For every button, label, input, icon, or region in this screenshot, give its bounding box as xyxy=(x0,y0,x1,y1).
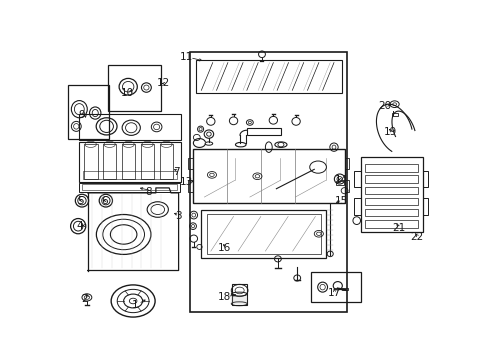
Text: 8: 8 xyxy=(144,186,151,197)
Bar xyxy=(344,180,348,192)
Text: 14: 14 xyxy=(334,175,347,185)
Text: 12: 12 xyxy=(157,77,170,87)
Text: 4: 4 xyxy=(77,221,83,231)
Bar xyxy=(188,180,193,192)
Bar xyxy=(246,128,280,135)
Bar xyxy=(311,272,360,302)
Bar xyxy=(360,157,422,232)
Bar xyxy=(159,144,173,179)
Bar xyxy=(365,209,418,216)
Text: 13: 13 xyxy=(179,177,192,187)
Text: 10: 10 xyxy=(121,88,134,98)
Text: 21: 21 xyxy=(391,222,404,233)
Bar xyxy=(353,171,360,187)
Bar xyxy=(79,183,180,192)
Bar xyxy=(84,144,97,179)
Text: 3: 3 xyxy=(175,211,182,221)
Bar xyxy=(82,184,176,190)
Bar xyxy=(79,114,181,140)
Bar xyxy=(391,113,397,116)
Text: 20: 20 xyxy=(378,100,391,111)
Bar xyxy=(232,284,246,305)
Text: 22: 22 xyxy=(410,232,423,242)
Bar xyxy=(83,171,177,179)
Text: 9: 9 xyxy=(79,110,85,120)
Bar xyxy=(365,164,418,172)
Bar xyxy=(344,158,348,169)
Bar xyxy=(79,141,181,182)
Bar xyxy=(422,198,427,215)
Text: 5: 5 xyxy=(77,196,83,206)
Bar xyxy=(195,60,341,93)
Bar xyxy=(365,175,418,183)
Bar xyxy=(188,158,193,169)
Bar xyxy=(341,288,347,291)
Text: 18: 18 xyxy=(217,292,230,302)
Bar xyxy=(68,85,109,139)
Text: 11: 11 xyxy=(179,52,192,62)
Bar xyxy=(141,144,154,179)
Bar xyxy=(193,149,344,203)
Text: 7: 7 xyxy=(173,167,180,177)
Text: 6: 6 xyxy=(101,196,108,206)
Text: 15: 15 xyxy=(334,195,347,206)
Text: 19: 19 xyxy=(384,127,397,137)
Bar xyxy=(108,66,161,111)
Bar xyxy=(206,214,320,254)
Bar xyxy=(365,220,418,228)
Bar xyxy=(122,144,135,179)
Text: 16: 16 xyxy=(217,243,230,253)
Bar xyxy=(365,198,418,205)
Bar xyxy=(422,171,427,187)
Bar xyxy=(353,198,360,215)
Bar xyxy=(102,144,116,179)
Bar xyxy=(201,210,326,258)
Text: 2: 2 xyxy=(81,294,88,304)
Bar xyxy=(189,51,346,312)
Text: 17: 17 xyxy=(326,288,340,298)
Text: 1: 1 xyxy=(131,300,138,310)
Bar xyxy=(335,181,343,185)
Bar xyxy=(365,186,418,194)
